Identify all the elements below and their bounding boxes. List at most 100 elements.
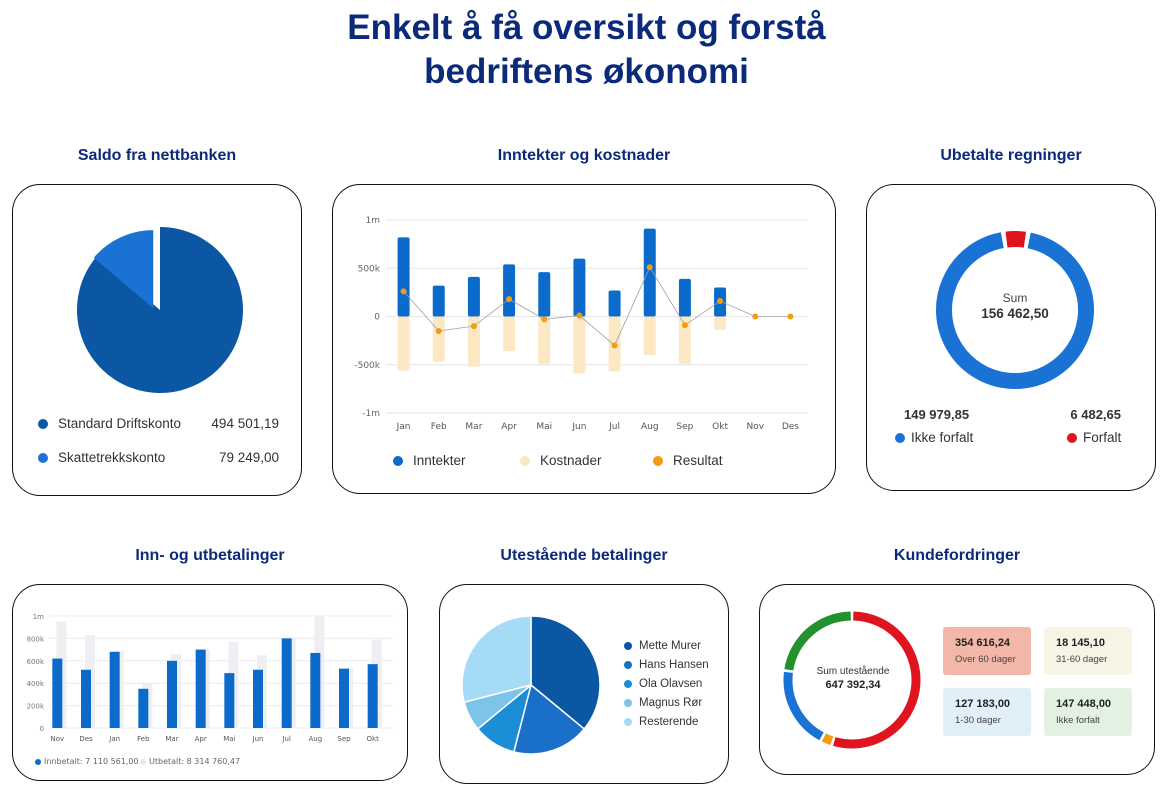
utestaaende-legend-item: Resterende	[624, 716, 698, 728]
bar-innbetalt	[281, 638, 292, 728]
x-tick-label: Mai	[223, 735, 235, 743]
donut-segment-forfalt	[1005, 231, 1027, 248]
x-tick-label: Mai	[536, 422, 552, 432]
resultat-point	[646, 264, 653, 271]
bar-inntekter	[467, 276, 480, 317]
utestaaende-legend-item: Ola Olavsen	[624, 678, 702, 690]
bar-innbetalt	[224, 673, 235, 728]
ubetalte-center-label: Sum	[1002, 291, 1028, 305]
donut-segment-1	[821, 733, 834, 746]
donut-segment-3	[784, 611, 851, 671]
bar-innbetalt	[167, 660, 177, 728]
utestaaende-legend-item: Magnus Rør	[624, 697, 702, 709]
bar-innbetalt	[81, 669, 91, 728]
x-tick-label: Feb	[431, 422, 447, 432]
x-tick-label: Okt	[367, 735, 380, 743]
legend-dot	[1067, 432, 1077, 443]
bar-inntekter	[643, 228, 656, 317]
kunde-center-label: Sum utestående	[816, 666, 890, 677]
x-tick-label: Aug	[308, 735, 322, 743]
utestaaende-title: Utestående betalinger	[500, 547, 668, 564]
inntekter-legend-item: Resultat	[653, 453, 723, 468]
x-tick-label: Jan	[108, 735, 120, 743]
kunde-box-ikke-forfalt: 147 448,00 Ikke forfalt	[1044, 688, 1132, 736]
x-tick-label: Mar	[165, 735, 178, 743]
legend-label: Resterende	[639, 716, 699, 728]
resultat-point	[576, 312, 583, 319]
legend-dot	[35, 758, 41, 765]
innut-legend-item: Utbetalt: 8 314 760,47	[140, 757, 240, 766]
bar-inntekter	[573, 258, 586, 317]
saldo-legend-label: Skattetrekkskonto	[58, 450, 166, 465]
box-value: 127 183,00	[955, 698, 1011, 710]
resultat-point	[787, 313, 794, 320]
inntekter-legend-item: Inntekter	[393, 453, 466, 468]
resultat-point	[400, 288, 407, 295]
legend-dot	[624, 680, 632, 688]
innut-legend-item: Innbetalt: 7 110 561,00	[35, 757, 139, 766]
legend-dot	[624, 718, 632, 726]
donut-segment-0	[833, 611, 921, 749]
bar-inntekter	[432, 285, 445, 317]
x-tick-label: Apr	[195, 735, 207, 743]
ubetalte-donut-chart	[936, 231, 1094, 389]
x-tick-label: Nov	[50, 735, 64, 743]
inntekter-card: 1m 500k 0 -500k -1m Jan Feb Mar Apr Mai Jun Jul Aug S…	[332, 184, 836, 494]
resultat-point	[752, 313, 759, 320]
innut-bar-chart: 1m 800k 600k 400k 200k 0 Nov Des Jan Feb Mar Apr Mai…	[27, 613, 393, 743]
x-tick-label: Jan	[396, 422, 411, 432]
resultat-point	[717, 298, 724, 305]
legend-dot	[38, 452, 48, 463]
x-tick-label: Mar	[465, 422, 482, 432]
legend-label: Utbetalt: 8 314 760,47	[149, 757, 241, 766]
legend-label: Hans Hansen	[639, 659, 709, 671]
bar-kostnader	[678, 316, 691, 364]
legend-label: Forfalt	[1083, 430, 1122, 445]
resultat-point	[611, 342, 618, 349]
legend-label: Innbetalt: 7 110 561,00	[44, 757, 139, 766]
y-tick-label: 1m	[33, 613, 44, 621]
ubetalte-legend-item: Ikke forfalt	[895, 430, 973, 445]
kunde-card: Sum utestående 647 392,34 354 616,24 Ove…	[759, 584, 1155, 775]
ubetalte-card: Sum 156 462,50 149 979,85 6 482,65 Ikke …	[866, 184, 1156, 491]
inntekter-legend-item: Kostnader	[520, 453, 602, 468]
legend-label: Resultat	[673, 453, 723, 468]
resultat-point	[470, 323, 477, 330]
y-tick-label: 800k	[27, 635, 45, 643]
x-tick-label: Jul	[608, 422, 620, 432]
saldo-legend-label: Standard Driftskonto	[58, 416, 182, 431]
pie-slice-1	[93, 230, 154, 309]
utestaaende-legend-item: Mette Murer	[624, 640, 701, 652]
y-tick-label: 0	[40, 725, 44, 733]
y-tick-label: -500k	[354, 361, 380, 371]
saldo-pie-chart	[77, 227, 243, 393]
x-tick-label: Jul	[281, 735, 291, 743]
x-tick-label: Sep	[676, 422, 693, 432]
kunde-box-31-60: 18 145,10 31-60 dager	[1044, 627, 1132, 675]
x-tick-label: Jun	[571, 422, 586, 432]
box-value: 18 145,10	[1056, 637, 1105, 649]
legend-dot	[653, 455, 663, 466]
saldo-card: Standard Driftskonto 494 501,19 Skattetr…	[12, 184, 302, 496]
page-title: Enkelt å få oversikt og forstå bedriften…	[0, 6, 1173, 94]
y-tick-label: 400k	[27, 680, 45, 688]
y-tick-label: -1m	[362, 409, 380, 419]
innut-card: 1m 800k 600k 400k 200k 0 Nov Des Jan Feb Mar Apr Mai…	[12, 584, 408, 781]
legend-dot	[624, 661, 632, 669]
legend-label: Ikke forfalt	[911, 430, 974, 445]
ubetalte-value: 149 979,85	[904, 407, 970, 422]
resultat-point	[681, 322, 688, 329]
legend-dot	[38, 418, 48, 429]
x-tick-label: Des	[79, 735, 93, 743]
pie-slice-0	[77, 227, 243, 393]
box-label: 1-30 dager	[955, 715, 1001, 726]
bar-inntekter	[503, 264, 516, 317]
saldo-legend-item: Standard Driftskonto	[38, 416, 181, 431]
box-label: 31-60 dager	[1056, 654, 1108, 665]
saldo-value: 79 249,00	[218, 450, 279, 465]
resultat-point	[435, 327, 442, 334]
y-tick-label: 200k	[27, 703, 45, 711]
legend-dot	[624, 699, 632, 707]
page-title-line-2: bedriftens økonomi	[424, 52, 749, 91]
bar-innbetalt	[253, 669, 263, 728]
